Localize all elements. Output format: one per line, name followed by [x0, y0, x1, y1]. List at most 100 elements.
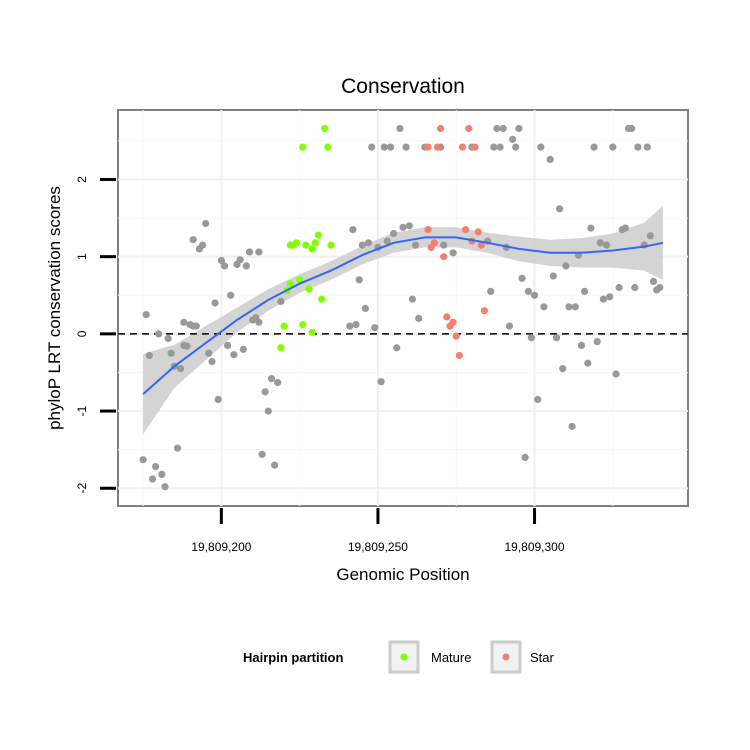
data-point-other — [521, 453, 529, 461]
data-point-star — [474, 228, 482, 236]
data-point-other — [261, 388, 269, 396]
smooth-line — [142, 236, 664, 395]
data-point-other — [499, 124, 507, 133]
data-point-other — [164, 334, 172, 343]
data-point-other — [390, 229, 398, 238]
data-point-other — [646, 232, 655, 240]
data-point-other — [628, 124, 636, 133]
data-point-other — [530, 291, 539, 299]
data-point-other — [512, 143, 520, 151]
data-point-other — [599, 295, 608, 303]
data-point-mature — [286, 280, 294, 288]
data-point-other — [264, 407, 272, 415]
data-point-other — [415, 314, 423, 322]
data-point-other — [399, 223, 407, 231]
data-point-other — [496, 143, 504, 151]
x-axis-label: Genomic Position — [336, 565, 469, 584]
data-point-mature — [308, 245, 316, 253]
data-point-other — [183, 342, 191, 350]
data-point-star — [477, 241, 485, 249]
data-point-other — [621, 224, 630, 232]
data-point-star — [424, 226, 432, 234]
y-tick-label: -2 — [75, 483, 89, 494]
data-point-other — [505, 322, 514, 330]
data-point-other — [587, 224, 595, 232]
legend-dot-mature — [400, 653, 408, 661]
data-point-other — [556, 205, 564, 213]
data-point-other — [524, 287, 532, 295]
legend-label-mature: Mature — [431, 650, 471, 665]
data-points — [139, 124, 664, 491]
data-point-other — [612, 370, 620, 378]
data-point-mature — [302, 241, 310, 249]
chart-title: Conservation — [341, 75, 465, 98]
data-point-other — [411, 241, 420, 249]
data-point-other — [277, 297, 285, 305]
data-point-other — [568, 422, 576, 431]
data-point-other — [245, 248, 254, 256]
data-point-other — [515, 124, 523, 133]
grid-lines — [118, 110, 688, 506]
data-point-other — [217, 256, 225, 265]
data-point-star — [437, 124, 445, 133]
x-tick-label: 19,809,200 — [191, 540, 251, 554]
data-point-star — [452, 332, 460, 340]
data-point-other — [546, 155, 554, 163]
data-point-other — [615, 283, 623, 292]
data-point-other — [242, 262, 250, 270]
data-point-other — [180, 318, 188, 326]
data-point-other — [349, 226, 357, 234]
data-point-other — [380, 143, 388, 151]
data-point-other — [386, 143, 395, 151]
data-point-mature — [292, 239, 301, 247]
data-point-star — [480, 307, 488, 315]
data-point-other — [202, 219, 210, 228]
data-point-other — [142, 311, 150, 319]
data-point-other — [440, 241, 448, 249]
data-point-other — [643, 143, 651, 151]
data-point-other — [371, 324, 379, 332]
data-point-other — [540, 303, 548, 311]
data-point-other — [596, 239, 604, 247]
data-point-star — [430, 239, 438, 247]
legend-dot-star — [502, 653, 510, 661]
data-point-other — [552, 334, 561, 342]
data-point-mature — [324, 143, 332, 151]
data-point-star — [455, 351, 463, 360]
data-point-other — [449, 249, 457, 257]
data-point-other — [236, 256, 244, 264]
data-point-other — [508, 135, 517, 143]
x-axis: 19,809,200 19,809,250 19,809,300 — [191, 508, 565, 554]
data-point-mature — [311, 239, 319, 247]
legend: Hairpin partition Mature Star — [243, 640, 555, 674]
data-point-star — [424, 143, 432, 151]
data-point-other — [224, 341, 232, 349]
data-point-other — [408, 295, 416, 303]
data-point-other — [192, 322, 200, 330]
data-point-star — [440, 253, 448, 261]
y-tick-label: 1 — [75, 253, 89, 260]
y-axis: -2 -1 0 1 2 — [75, 176, 116, 494]
data-point-other — [214, 395, 222, 404]
data-point-other — [559, 365, 567, 373]
y-tick-label: -1 — [75, 405, 89, 416]
data-point-mature — [327, 241, 335, 249]
data-point-other — [230, 351, 238, 359]
data-point-other — [158, 470, 166, 478]
smooth-trend-line — [142, 236, 664, 395]
data-point-other — [609, 143, 617, 151]
data-point-other — [634, 143, 642, 151]
data-point-other — [577, 341, 586, 349]
data-point-star — [465, 124, 473, 133]
legend-title: Hairpin partition — [243, 650, 343, 665]
data-point-other — [377, 378, 385, 386]
data-point-other — [649, 277, 658, 285]
data-point-other — [487, 287, 495, 295]
y-axis-label: phyloP LRT conservation scores — [45, 186, 64, 430]
data-point-other — [534, 395, 542, 404]
data-point-other — [274, 378, 282, 387]
data-point-star — [458, 143, 467, 151]
data-point-other — [220, 262, 229, 270]
data-point-other — [493, 124, 501, 133]
